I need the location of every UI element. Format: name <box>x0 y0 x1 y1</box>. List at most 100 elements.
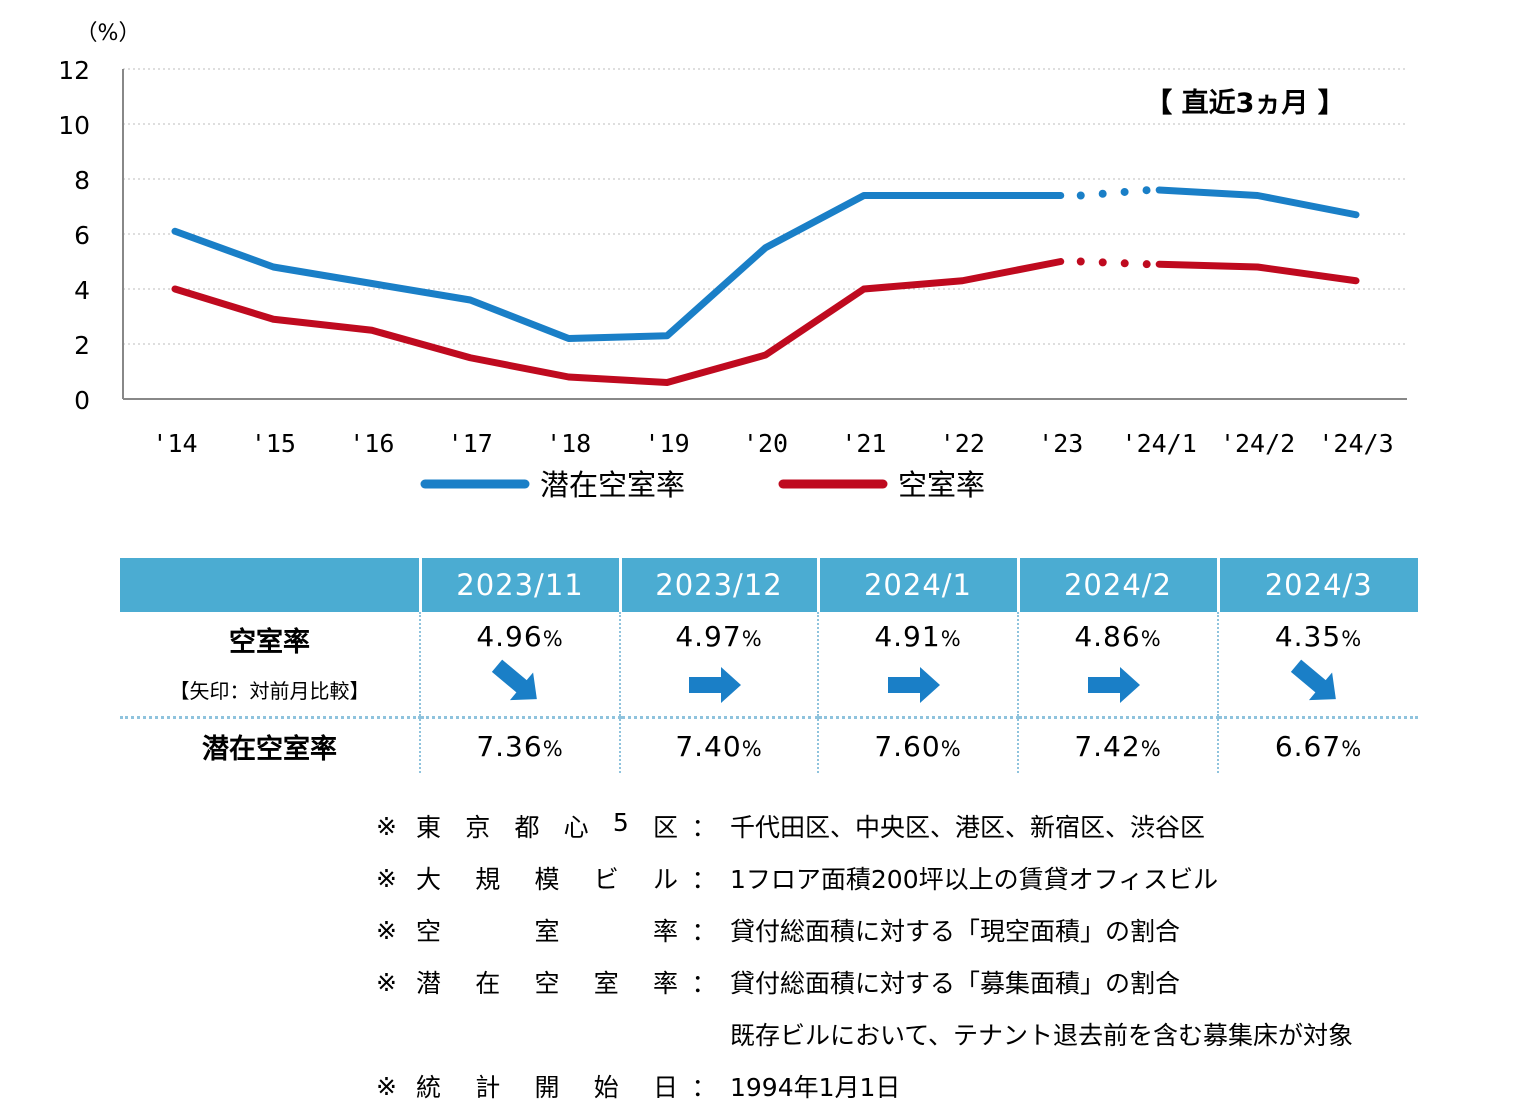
footnote-mark: ※ <box>376 967 397 997</box>
y-tick-label: 4 <box>74 276 90 305</box>
pct-unit: % <box>1341 736 1363 761</box>
month-header: 2024/2 <box>1016 558 1218 612</box>
table-header-row: 2023/11 2023/12 2024/1 2024/2 2024/3 <box>120 558 1418 612</box>
trend-arrow-icon <box>689 667 741 703</box>
x-tick-label: '15 <box>251 429 296 458</box>
vacancy-value: 4.96 <box>476 620 543 653</box>
vacancy-cell: 4.96% <box>419 612 620 719</box>
recent-3-months-annotation: 【 直近3ヵ月 】 <box>1145 88 1345 119</box>
trend-arrow-icon <box>491 659 537 701</box>
y-tick-label: 10 <box>58 111 90 140</box>
footnote-row: ※ 大 規 模 ビ ル ： 1フロア面積200坪以上の賃貸オフィスビル <box>376 852 1476 904</box>
footnote-colon: ： <box>691 917 717 946</box>
series-line-gap-dotted <box>1076 186 1154 200</box>
month-header: 2024/3 <box>1216 558 1418 612</box>
legend-label: 潜在空室率 <box>540 468 685 502</box>
footnote-term-char: 在 <box>475 969 501 998</box>
footnote-colon: ： <box>691 1073 717 1102</box>
potential-label-cell: 潜在空室率 <box>120 718 420 774</box>
footnote-term-char: ル <box>652 865 678 894</box>
potential-value: 7.60 <box>874 729 941 763</box>
footnote-row: 既存ビルにおいて、テナント退去前を含む募集床が対象 <box>376 1008 1476 1060</box>
footnote-row: ※ 統 計 開 始 日 ： 1994年1月1日 <box>376 1060 1476 1112</box>
footnote-term-char: 統 <box>416 1073 442 1102</box>
vacancy-cell: 4.91% <box>817 612 1018 719</box>
footnote-mark: ※ <box>376 863 397 893</box>
footnote-term-char: 開 <box>534 1073 560 1102</box>
series-line-annual <box>171 192 1065 342</box>
potential-cell: 7.60% <box>817 717 1018 773</box>
footnote-mark: ※ <box>376 1071 397 1101</box>
footnote-term-char: ビ <box>593 865 619 894</box>
footnote-term-char: 都 <box>514 813 540 842</box>
x-tick-label: '20 <box>743 429 788 458</box>
footnote-mark: ※ <box>376 915 397 945</box>
potential-value: 7.40 <box>675 729 742 763</box>
table-corner <box>120 558 420 612</box>
footnote-row: ※ 東京都心 5 区 ： 千代田区、中央区、港区、新宿区、渋谷区 <box>376 800 1476 852</box>
x-tick-label: '21 <box>841 429 886 458</box>
footnote-term-char: 模 <box>534 865 560 894</box>
footnote-definition: 貸付総面積に対する「募集面積」の割合 <box>730 969 1181 998</box>
pct-unit: % <box>741 627 763 651</box>
footnote-definition: 貸付総面積に対する「現空面積」の割合 <box>730 917 1181 946</box>
footnote-term-char: 率 <box>652 917 678 946</box>
series-line-annual <box>171 258 1065 386</box>
vacancy-cell: 4.86% <box>1017 612 1218 719</box>
footnote-term: 空室率 <box>416 912 678 948</box>
arrow-shape <box>491 659 537 701</box>
footnote-term-char: 京 <box>465 813 491 842</box>
x-tick-label: '24/2 <box>1220 429 1295 458</box>
footnote-term-char: 室 <box>534 917 560 946</box>
footnotes: ※ 東京都心 5 区 ： 千代田区、中央区、港区、新宿区、渋谷区 ※ 大 規 模 ビ ル ： 1フロア面積… <box>376 800 1476 1112</box>
potential-cell: 7.40% <box>619 717 818 773</box>
footnote-term-char: 空 <box>534 969 560 998</box>
x-tick-label: '24/3 <box>1318 429 1393 458</box>
y-tick-label: 8 <box>74 166 90 195</box>
footnote-term-char: 潜 <box>416 969 442 998</box>
footnote-row: ※ 潜 在 空 室 率 ： 貸付総面積に対する「募集面積」の割合 <box>376 956 1476 1008</box>
footnote-term-char: 日 <box>652 1073 678 1102</box>
x-tick-label: '16 <box>349 429 394 458</box>
potential-cell: 7.42% <box>1017 717 1218 773</box>
pct-unit: % <box>940 736 962 761</box>
vacancy-value: 4.97 <box>675 620 742 653</box>
footnote-term-char: 東 <box>416 813 442 842</box>
footnote-term: 統計開始日 <box>416 1068 678 1104</box>
footnote-term-char: 計 <box>475 1073 501 1102</box>
vacancy-value: 4.86 <box>1074 620 1141 653</box>
potential-value: 6.67 <box>1274 729 1342 763</box>
footnote-term-char: 規 <box>475 865 501 894</box>
month-header: 2023/12 <box>618 558 818 612</box>
pct-unit: % <box>940 627 962 651</box>
potential-cell: 6.67% <box>1217 717 1418 773</box>
footnote-term-char: 空 <box>416 917 442 946</box>
trend-arrow-icon <box>1088 667 1140 703</box>
arrow-shape <box>689 667 741 703</box>
footnote-term: 大規模ビル <box>416 860 678 896</box>
potential-row: 潜在空室率 7.36% 7.40% 7.60% 7.42% 6.67% <box>120 717 1418 774</box>
footnote-term-char: 心 <box>563 813 589 842</box>
vacancy-line-chart: 0 2 4 6 8 10 12 （%） '14 '15 '16 '17 '18 '19 '20 '21 '22 '… <box>58 21 1407 502</box>
y-unit-label: （%） <box>76 21 141 46</box>
footnote-term-char: 区 <box>652 813 678 842</box>
footnote-term-char: 室 <box>593 969 619 998</box>
pct-unit: % <box>542 627 564 651</box>
arrow-shape <box>888 667 940 703</box>
vacancy-value: 4.91 <box>874 620 941 653</box>
footnote-definition: 1994年1月1日 <box>730 1073 901 1102</box>
y-tick-label: 2 <box>74 331 90 360</box>
y-tick-label: 6 <box>74 221 90 250</box>
arrow-shape <box>1088 667 1140 703</box>
arrow-shape <box>1290 659 1336 701</box>
footnote-term-char: 5 <box>612 808 629 837</box>
potential-value: 7.42 <box>1074 729 1141 763</box>
arrow-note: 【矢印：対前月比較】 <box>169 679 370 703</box>
potential-cell: 7.36% <box>419 717 620 773</box>
footnote-term-char: 始 <box>593 1073 619 1102</box>
footnote-definition: 1フロア面積200坪以上の賃貸オフィスビル <box>730 865 1219 894</box>
series-line-monthly <box>1155 186 1360 219</box>
pct-unit: % <box>1140 627 1162 651</box>
y-tick-label: 0 <box>74 386 90 415</box>
